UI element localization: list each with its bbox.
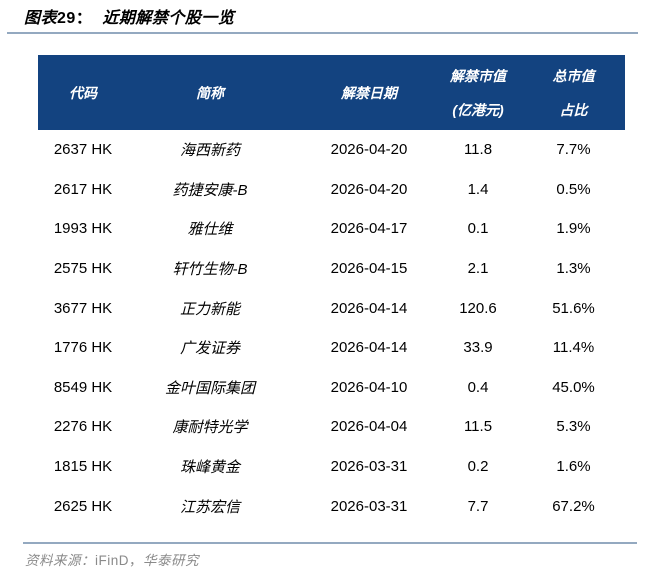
col-header-code: 代码 — [38, 55, 128, 130]
table-row: 1776 HK 广发证券 2026-04-14 33.9 11.4% — [38, 327, 625, 368]
cell-name: 轩竹生物-B — [128, 248, 292, 289]
source-note-suffix: 华泰研究 — [143, 553, 200, 568]
cell-unlock-value: 11.8 — [446, 130, 510, 170]
cell-name: 正力新能 — [128, 288, 292, 328]
table-row: 2617 HK 药捷安康-B 2026-04-20 1.4 0.5% — [38, 169, 625, 210]
cell-total-pct: 0.5% — [510, 169, 625, 210]
cell-unlock-value: 2.1 — [446, 248, 510, 289]
cell-total-pct: 1.9% — [510, 209, 625, 249]
figure-title: 图表29： 近期解禁个股一览 — [24, 4, 234, 28]
cell-date: 2026-03-31 — [292, 446, 446, 487]
col-header-unlock-value-line1: 解禁市值 — [450, 67, 506, 84]
cell-total-pct: 5.3% — [510, 407, 625, 447]
cell-unlock-value: 11.5 — [446, 407, 510, 447]
col-header-unlock-value: 解禁市值 (亿港元) — [446, 55, 510, 130]
cell-unlock-value: 1.4 — [446, 169, 510, 210]
unlock-table-wrap: 代码 简称 解禁日期 解禁市值 (亿港元) 总市值 占比 — [38, 55, 625, 526]
figure-label: 图表 — [24, 10, 58, 27]
cell-name: 海西新药 — [128, 130, 292, 170]
footer-divider — [23, 542, 637, 544]
table-row: 1993 HK 雅仕维 2026-04-17 0.1 1.9% — [38, 209, 625, 249]
table-row: 2625 HK 江苏宏信 2026-03-31 7.7 67.2% — [38, 486, 625, 526]
cell-unlock-value: 7.7 — [446, 486, 510, 526]
cell-code: 1815 HK — [38, 446, 128, 487]
cell-date: 2026-04-14 — [292, 288, 446, 328]
table-row: 3677 HK 正力新能 2026-04-14 120.6 51.6% — [38, 288, 625, 328]
figure-number: 29： — [57, 10, 93, 27]
cell-unlock-value: 0.2 — [446, 446, 510, 487]
cell-code: 2617 HK — [38, 169, 128, 210]
cell-code: 8549 HK — [38, 367, 128, 408]
cell-unlock-value: 120.6 — [446, 288, 510, 328]
cell-total-pct: 1.3% — [510, 248, 625, 289]
cell-name: 江苏宏信 — [128, 486, 292, 526]
col-header-date: 解禁日期 — [292, 55, 446, 130]
cell-code: 2637 HK — [38, 130, 128, 170]
cell-total-pct: 51.6% — [510, 288, 625, 328]
cell-date: 2026-03-31 — [292, 486, 446, 526]
col-header-total-pct: 总市值 占比 — [510, 55, 625, 130]
source-note-provider: iFinD， — [95, 553, 144, 568]
cell-name: 药捷安康-B — [128, 169, 292, 210]
table-header-row: 代码 简称 解禁日期 解禁市值 (亿港元) 总市值 占比 — [38, 55, 625, 130]
table-row: 1815 HK 珠峰黄金 2026-03-31 0.2 1.6% — [38, 446, 625, 487]
cell-total-pct: 11.4% — [510, 327, 625, 368]
col-header-date-label: 解禁日期 — [341, 84, 397, 101]
title-divider — [7, 32, 638, 34]
cell-code: 2625 HK — [38, 486, 128, 526]
cell-date: 2026-04-10 — [292, 367, 446, 408]
cell-name: 珠峰黄金 — [128, 446, 292, 487]
cell-code: 2276 HK — [38, 407, 128, 447]
cell-total-pct: 45.0% — [510, 367, 625, 408]
col-header-name: 简称 — [128, 55, 292, 130]
col-header-name-label: 简称 — [196, 84, 224, 101]
cell-name: 康耐特光学 — [128, 407, 292, 447]
cell-unlock-value: 33.9 — [446, 327, 510, 368]
cell-code: 2575 HK — [38, 248, 128, 289]
cell-name: 雅仕维 — [128, 209, 292, 249]
cell-name: 金叶国际集团 — [128, 367, 292, 408]
cell-date: 2026-04-14 — [292, 327, 446, 368]
source-note: 资料来源：iFinD，华泰研究 — [25, 549, 199, 569]
table-body: 2637 HK 海西新药 2026-04-20 11.8 7.7% 2617 HK 药捷安康… — [38, 130, 625, 526]
table-row: 2276 HK 康耐特光学 2026-04-04 11.5 5.3% — [38, 407, 625, 447]
table-row: 8549 HK 金叶国际集团 2026-04-10 0.4 45.0% — [38, 367, 625, 408]
source-note-prefix: 资料来源： — [25, 553, 95, 568]
cell-total-pct: 7.7% — [510, 130, 625, 170]
cell-date: 2026-04-17 — [292, 209, 446, 249]
cell-unlock-value: 0.4 — [446, 367, 510, 408]
table-row: 2575 HK 轩竹生物-B 2026-04-15 2.1 1.3% — [38, 248, 625, 289]
cell-code: 1776 HK — [38, 327, 128, 368]
cell-date: 2026-04-20 — [292, 169, 446, 210]
cell-total-pct: 1.6% — [510, 446, 625, 487]
figure-title-text: 近期解禁个股一览 — [102, 10, 235, 27]
unlock-stocks-table: 代码 简称 解禁日期 解禁市值 (亿港元) 总市值 占比 — [38, 55, 625, 526]
col-header-total-pct-line2: 占比 — [559, 101, 588, 118]
cell-code: 3677 HK — [38, 288, 128, 328]
cell-total-pct: 67.2% — [510, 486, 625, 526]
cell-date: 2026-04-15 — [292, 248, 446, 289]
col-header-code-label: 代码 — [69, 84, 97, 101]
col-header-unlock-value-line2: (亿港元) — [452, 101, 504, 118]
cell-unlock-value: 0.1 — [446, 209, 510, 249]
cell-date: 2026-04-04 — [292, 407, 446, 447]
table-row: 2637 HK 海西新药 2026-04-20 11.8 7.7% — [38, 130, 625, 170]
cell-name: 广发证券 — [128, 327, 292, 368]
col-header-total-pct-line1: 总市值 — [552, 67, 595, 84]
cell-code: 1993 HK — [38, 209, 128, 249]
cell-date: 2026-04-20 — [292, 130, 446, 170]
